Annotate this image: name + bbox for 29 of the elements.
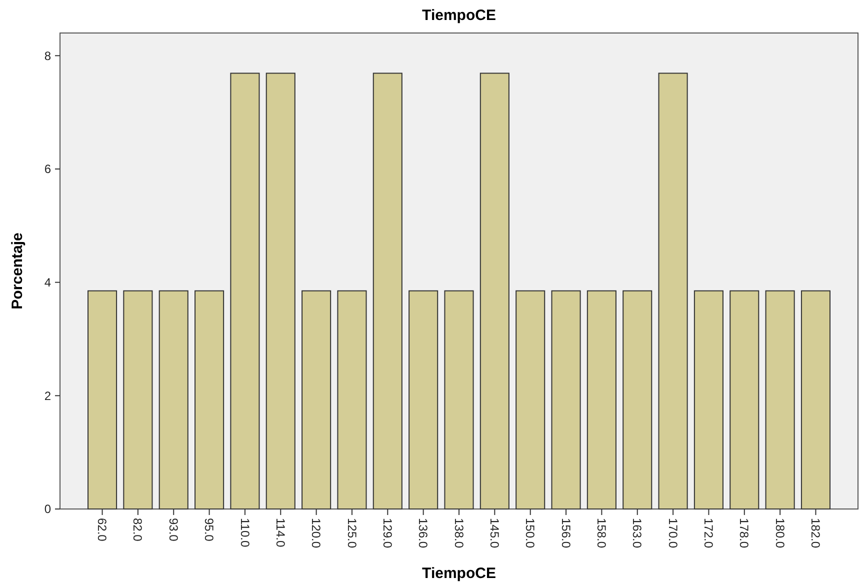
y-tick-label: 6 (44, 162, 52, 176)
x-tick-label: 156.0 (558, 518, 573, 548)
x-tick-label: 145.0 (487, 518, 502, 548)
x-tick-label: 129.0 (380, 518, 394, 548)
y-tick-label: 2 (44, 388, 52, 403)
x-tick-label: 136.0 (416, 518, 430, 548)
x-tick-label: 170.0 (666, 518, 680, 548)
x-tick-label: 172.0 (702, 518, 716, 548)
x-tick-label: 158.0 (594, 518, 608, 548)
y-axis-title: Porcentaje (9, 232, 26, 310)
x-tick-label: 178.0 (737, 518, 752, 548)
x-tick-label: 95.0 (202, 518, 216, 542)
x-tick-label: 62.0 (95, 518, 110, 542)
x-axis-title: TiempoCE (422, 565, 496, 582)
y-tick-label: 0 (44, 502, 52, 516)
x-tick-label: 180.0 (772, 518, 787, 548)
x-tick-label: 138.0 (452, 518, 466, 548)
x-tick-label: 114.0 (273, 518, 288, 548)
y-tick-label: 8 (44, 48, 52, 63)
y-tick-label: 4 (44, 276, 52, 290)
x-tick-label: 182.0 (808, 518, 823, 548)
x-tick-label: 93.0 (166, 518, 180, 542)
x-tick-label: 120.0 (309, 518, 324, 548)
x-tick-label: 125.0 (344, 518, 359, 548)
x-tick-label: 110.0 (238, 518, 252, 548)
x-tick-label: 82.0 (130, 518, 145, 542)
chart-title: TiempoCE (422, 7, 496, 24)
x-tick-label: 150.0 (523, 518, 538, 548)
x-tick-label: 163.0 (630, 518, 644, 548)
